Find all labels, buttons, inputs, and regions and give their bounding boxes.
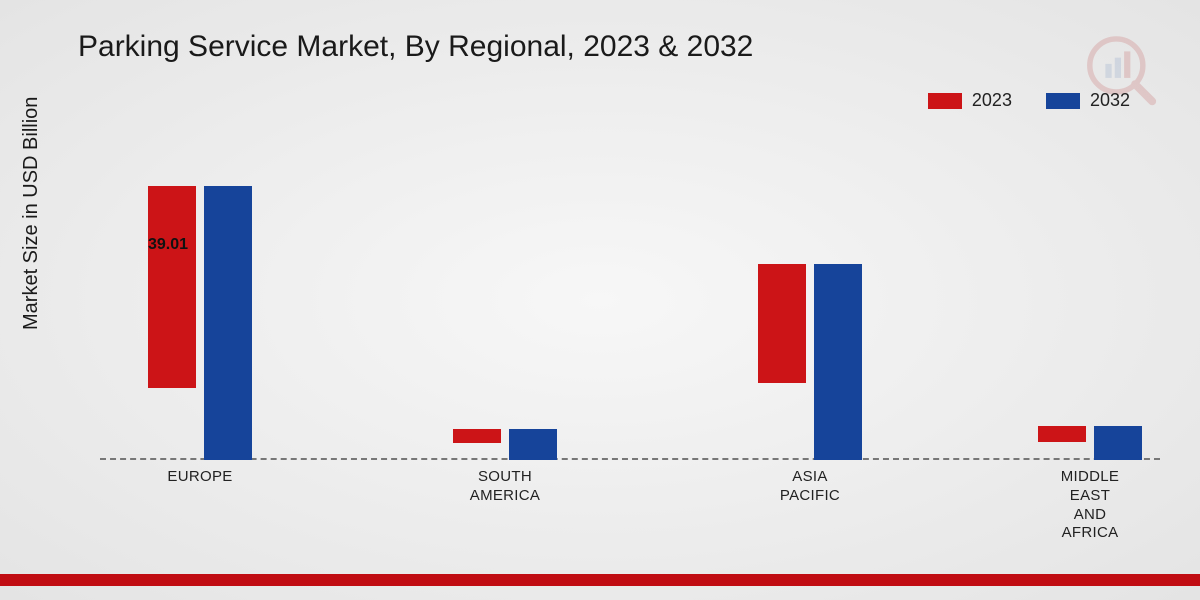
bar (453, 429, 501, 443)
legend-swatch-2023 (928, 93, 962, 109)
x-axis-labels: EUROPE SOUTHAMERICA ASIAPACIFIC MIDDLEEASTA… (100, 468, 1160, 558)
legend-label-2032: 2032 (1090, 90, 1130, 111)
bar (204, 186, 252, 460)
bar (758, 264, 806, 383)
bar (509, 429, 557, 460)
legend-item-2032: 2032 (1046, 90, 1130, 111)
bar-group (435, 429, 575, 460)
chart-page: Parking Service Market, By Regional, 202… (0, 0, 1200, 600)
x-tick-label: MIDDLEEASTANDAFRICA (1020, 468, 1160, 543)
chart-title: Parking Service Market, By Regional, 202… (78, 30, 753, 64)
bar-value-label: 39.01 (148, 236, 188, 254)
y-axis-label: Market Size in USD Billion (20, 97, 43, 330)
footer-accent-bar (0, 574, 1200, 586)
bar (1038, 426, 1086, 442)
legend-label-2023: 2023 (972, 90, 1012, 111)
legend-swatch-2032 (1046, 93, 1080, 109)
bar (148, 186, 196, 388)
bar-group (130, 186, 270, 460)
legend: 2023 2032 (928, 90, 1130, 111)
bar (814, 264, 862, 460)
x-tick-label: EUROPE (130, 468, 270, 487)
plot-area: 39.01 (100, 150, 1160, 460)
x-tick-label: SOUTHAMERICA (435, 468, 575, 506)
bar-group (1020, 426, 1160, 460)
x-tick-label: ASIAPACIFIC (740, 468, 880, 506)
bar (1094, 426, 1142, 460)
bar-group (740, 264, 880, 460)
legend-item-2023: 2023 (928, 90, 1012, 111)
